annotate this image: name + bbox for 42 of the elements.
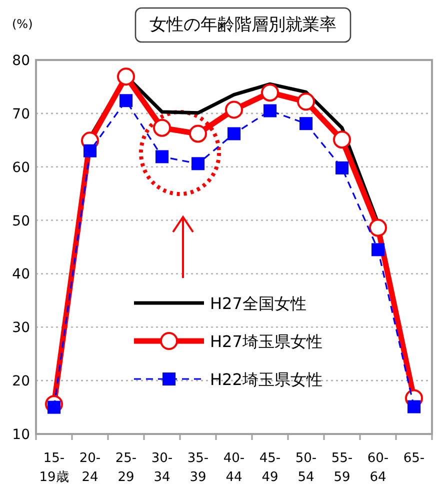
point [192,157,204,170]
x-tick-label: 40-44 [223,451,245,485]
y-axis-title: (%) [12,17,33,31]
point [336,161,348,174]
x-tick-label: 50-54 [295,451,317,485]
y-tick-label: 20 [12,374,30,390]
y-tick-label: 10 [12,427,30,443]
x-tick-label: 15-19歳 [39,451,69,485]
point [408,400,420,414]
x-tick-label: 20-24 [79,451,101,485]
y-tick-label: 60 [12,160,30,176]
point [372,243,384,256]
x-tick-label: 65- [403,451,425,466]
y-tick-label: 80 [12,53,30,69]
point [264,104,276,118]
point [84,144,96,158]
x-tick-label: 30-34 [151,451,173,485]
x-tick-label: 25-29 [115,451,137,485]
y-tick-label: 70 [12,106,30,122]
y-tick-label: 50 [12,213,30,230]
point [261,84,279,102]
chart-title: 女性の年齢階層別就業率 [150,15,336,35]
point [225,100,243,119]
point [189,124,207,143]
point [120,94,132,108]
point [369,218,387,237]
point [153,118,171,137]
point [117,68,135,86]
point [156,150,168,164]
y-tick-label: 40 [12,266,30,283]
legend-label: H27全国女性 [210,294,306,313]
x-tick-label: 35-39 [187,451,209,485]
legend-label: H22埼玉県女性 [210,370,322,389]
legend-label: H27埼玉県女性 [210,332,322,351]
point [228,127,240,140]
x-tick-label: 55-59 [331,451,353,485]
point [297,92,315,111]
x-tick-label: 60-64 [367,451,389,485]
y-tick-label: 30 [12,320,30,336]
point [333,130,351,149]
point [300,117,312,130]
x-tick-label: 45-49 [259,451,281,485]
